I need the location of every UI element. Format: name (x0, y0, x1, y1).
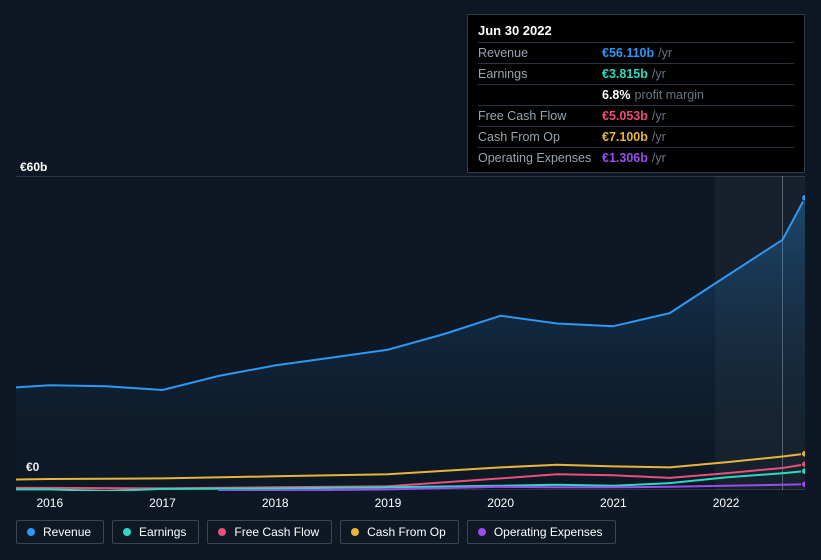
x-axis-tick: 2019 (375, 496, 402, 510)
tooltip-row-suffix: /yr (658, 46, 672, 60)
tooltip-row-value: €1.306b (602, 151, 648, 165)
tooltip-row: Free Cash Flow€5.053b/yr (478, 105, 794, 126)
tooltip-row-value: €56.110b (602, 46, 654, 60)
tooltip-row: Cash From Op€7.100b/yr (478, 126, 794, 147)
x-axis-tick: 2020 (487, 496, 514, 510)
x-axis-tick: 2022 (713, 496, 740, 510)
legend-dot-icon (218, 528, 226, 536)
series-end-dot-operating_expenses (802, 481, 806, 488)
chart-tooltip: Jun 30 2022 Revenue€56.110b/yrEarnings€3… (467, 14, 805, 173)
series-end-dot-free_cash_flow (802, 461, 806, 468)
series-end-dot-cash_from_op (802, 450, 806, 457)
legend-dot-icon (478, 528, 486, 536)
tooltip-row-value: €7.100b (602, 130, 648, 144)
legend-item[interactable]: Free Cash Flow (207, 520, 332, 544)
tooltip-row-label: Free Cash Flow (478, 109, 602, 123)
x-axis-tick: 2018 (262, 496, 289, 510)
legend-item[interactable]: Earnings (112, 520, 199, 544)
tooltip-title: Jun 30 2022 (478, 21, 794, 42)
tooltip-row: 6.8% profit margin (478, 84, 794, 105)
series-end-dot-earnings (802, 468, 806, 475)
tooltip-row: Earnings€3.815b/yr (478, 63, 794, 84)
x-axis-tick: 2021 (600, 496, 627, 510)
tooltip-row-suffix: /yr (652, 67, 666, 81)
legend-label: Free Cash Flow (234, 525, 319, 539)
tooltip-row-suffix: /yr (652, 151, 666, 165)
tooltip-row: Operating Expenses€1.306b/yr (478, 147, 794, 168)
tooltip-row: Revenue€56.110b/yr (478, 42, 794, 63)
legend-label: Operating Expenses (494, 525, 603, 539)
tooltip-row-value: €5.053b (602, 109, 648, 123)
legend-label: Earnings (139, 525, 186, 539)
x-axis: 2016 2017 2018 2019 2020 2021 2022 (16, 496, 805, 516)
legend-dot-icon (351, 528, 359, 536)
x-axis-tick: 2017 (149, 496, 176, 510)
tooltip-row-suffix: /yr (652, 109, 666, 123)
y-axis-label-top: €60b (20, 160, 47, 174)
tooltip-row-value: 6.8% (602, 88, 631, 102)
series-end-dot-revenue (802, 194, 806, 201)
chart-plot-area[interactable] (16, 176, 805, 490)
legend-item[interactable]: Cash From Op (340, 520, 459, 544)
tooltip-row-label: Revenue (478, 46, 602, 60)
legend-dot-icon (27, 528, 35, 536)
tooltip-row-suffix: /yr (652, 130, 666, 144)
tooltip-row-label: Operating Expenses (478, 151, 602, 165)
legend-label: Cash From Op (367, 525, 446, 539)
tooltip-row-value: €3.815b (602, 67, 648, 81)
legend-item[interactable]: Revenue (16, 520, 104, 544)
legend-label: Revenue (43, 525, 91, 539)
x-axis-tick: 2016 (36, 496, 63, 510)
legend-item[interactable]: Operating Expenses (467, 520, 616, 544)
chart-legend: Revenue Earnings Free Cash Flow Cash From O… (16, 520, 616, 544)
legend-dot-icon (123, 528, 131, 536)
tooltip-row-suffix: profit margin (635, 88, 704, 102)
tooltip-row-label: Cash From Op (478, 130, 602, 144)
tooltip-row-label: Earnings (478, 67, 602, 81)
